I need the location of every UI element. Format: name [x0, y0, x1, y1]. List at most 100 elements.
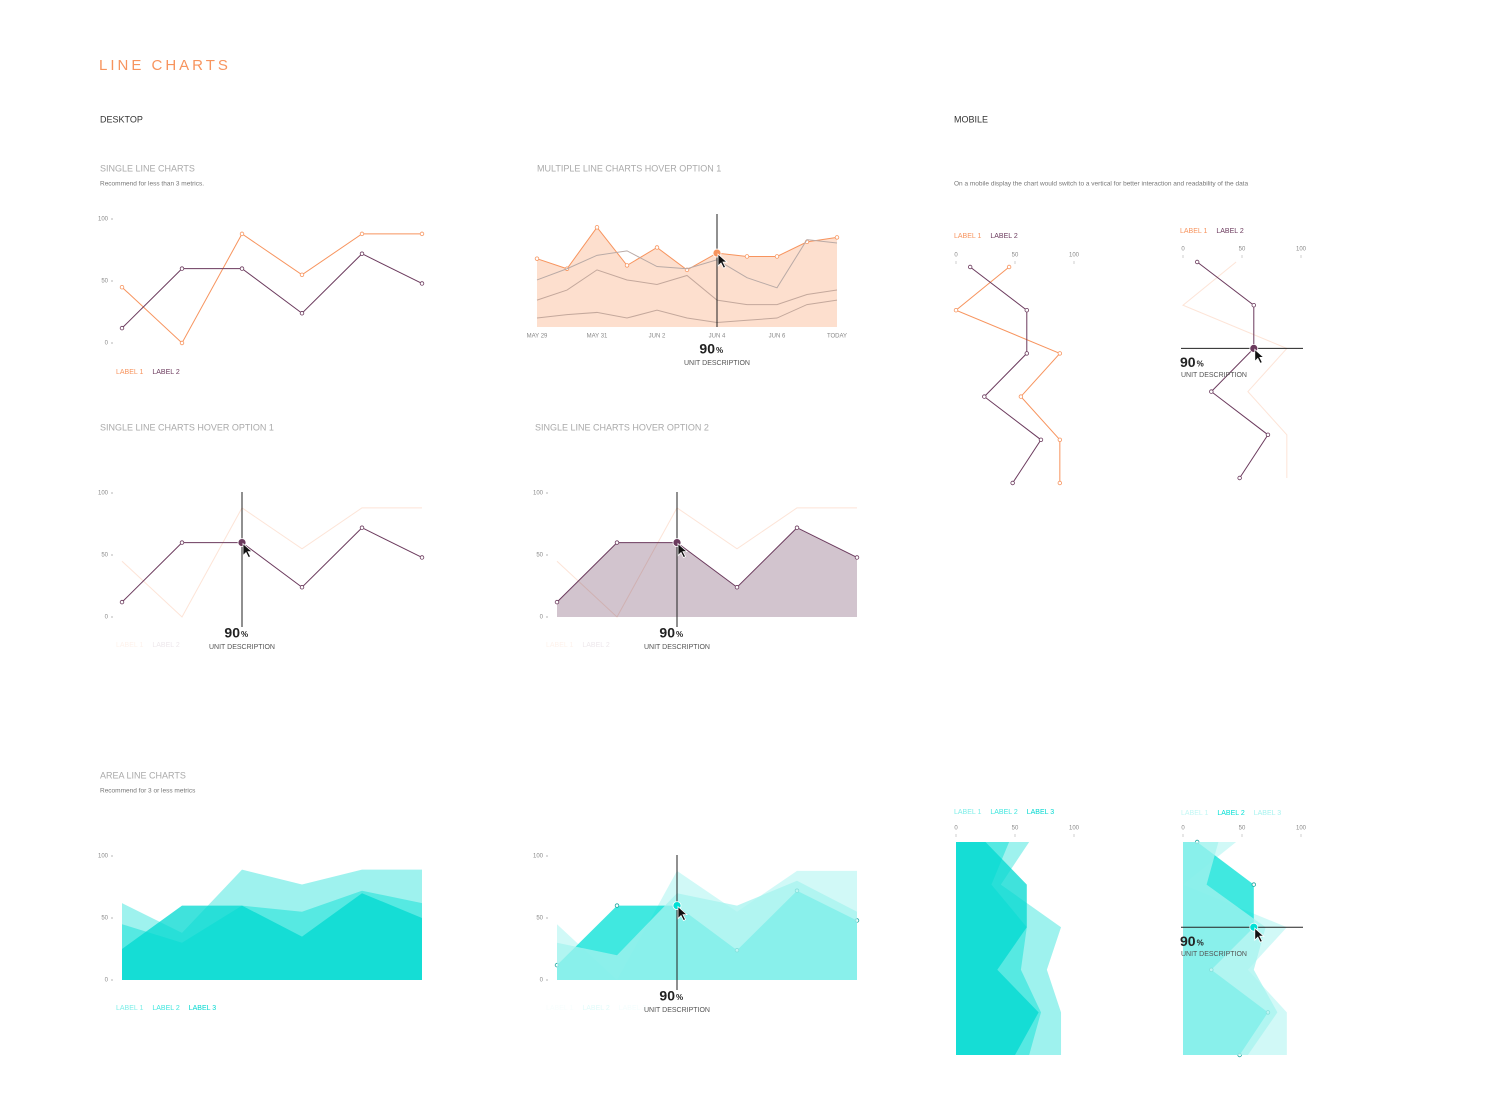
point [419, 231, 425, 237]
point [179, 540, 185, 545]
x-tick-label: MAY 29 [527, 334, 548, 340]
legend-label: LABEL 2 [152, 369, 179, 376]
point [953, 308, 959, 313]
legend-label: LABEL 1 [954, 809, 981, 816]
line [969, 266, 1042, 484]
hover-value: 90 [659, 625, 675, 641]
point [1024, 351, 1029, 356]
chart-subtitle: Recommend for 3 or less metrics [100, 788, 196, 795]
point [1265, 432, 1271, 437]
point [534, 256, 540, 261]
point [239, 266, 245, 271]
section-title: MOBILE [954, 114, 988, 124]
x-tick-label: 0 [954, 253, 958, 259]
line [1182, 261, 1288, 478]
hover-value: 90 [1180, 354, 1196, 370]
y-tick-label: 50 [101, 553, 108, 559]
point [359, 231, 365, 237]
point [119, 325, 125, 331]
area [537, 227, 837, 327]
chart-title: SINGLE LINE CHARTS [100, 163, 195, 173]
point [624, 263, 630, 268]
x-tick-label: TODAY [827, 334, 847, 340]
line [121, 253, 423, 329]
legend-label: LABEL 2 [990, 809, 1017, 816]
chart-title: AREA LINE CHARTS [100, 770, 186, 780]
point [774, 254, 780, 259]
page-title: LINE CHARTS [99, 57, 231, 74]
area [557, 880, 857, 980]
x-tick-label: 100 [1296, 826, 1307, 832]
point [614, 903, 620, 908]
point [119, 599, 125, 605]
legend-label: LABEL 3 [619, 1005, 646, 1012]
legend-label: LABEL 1 [546, 642, 573, 649]
point [794, 525, 800, 530]
hover-description: UNIT DESCRIPTION [209, 644, 275, 651]
line [1196, 261, 1269, 479]
hover-description: UNIT DESCRIPTION [1181, 372, 1247, 379]
legend-label: LABEL 1 [116, 369, 143, 376]
y-tick-label: 100 [98, 854, 109, 860]
hover-unit: % [241, 630, 248, 639]
point [239, 231, 245, 237]
chart-title: SINGLE LINE CHARTS HOVER OPTION 1 [100, 422, 274, 432]
point [614, 540, 620, 545]
cursor [677, 542, 689, 559]
line [536, 299, 838, 324]
y-tick-label: 100 [98, 491, 109, 497]
legend-label: LABEL 2 [152, 1005, 179, 1012]
hover-unit: % [676, 630, 683, 639]
legend-label: LABEL 2 [1216, 228, 1243, 235]
point [1251, 882, 1256, 887]
line [121, 507, 422, 618]
point [982, 394, 987, 399]
x-tick-label: JUN 2 [649, 334, 666, 340]
legend-label: LABEL 3 [1254, 810, 1281, 817]
point [359, 251, 365, 256]
area [122, 893, 422, 980]
cursor [1254, 348, 1265, 364]
y-tick-label: 0 [105, 341, 109, 347]
point [419, 281, 425, 286]
legend-label: LABEL 1 [1181, 810, 1208, 817]
y-tick-label: 100 [533, 491, 544, 497]
area [1183, 842, 1278, 1055]
y-tick-label: 100 [533, 854, 544, 860]
point [119, 285, 125, 290]
point [834, 235, 840, 240]
y-tick-label: 50 [101, 279, 108, 285]
line [536, 239, 838, 289]
line [556, 507, 857, 618]
hover-unit: % [1197, 938, 1204, 947]
x-tick-label: 50 [1012, 826, 1019, 832]
hover-value: 90 [699, 341, 715, 357]
legend-label: LABEL 2 [152, 642, 179, 649]
legend-label: LABEL 2 [990, 233, 1017, 240]
line [556, 527, 858, 603]
hover-value: 90 [659, 988, 675, 1004]
x-tick-label: 50 [1239, 247, 1246, 253]
hover-description: UNIT DESCRIPTION [1181, 951, 1247, 958]
legend-label: LABEL 2 [582, 642, 609, 649]
x-tick-label: 0 [1181, 826, 1185, 832]
cursor [1254, 927, 1265, 943]
point [1057, 437, 1063, 442]
y-tick-label: 0 [540, 978, 544, 984]
legend-label: LABEL 2 [1217, 810, 1244, 817]
point [1057, 480, 1063, 486]
y-tick-label: 50 [536, 916, 543, 922]
point [654, 245, 660, 250]
point [1038, 437, 1044, 442]
chart-title: SINGLE LINE CHARTS HOVER OPTION 2 [535, 422, 709, 432]
x-tick-label: JUN 4 [709, 334, 726, 340]
point [419, 555, 425, 560]
y-tick-label: 50 [101, 916, 108, 922]
point [967, 264, 973, 270]
x-tick-label: 100 [1296, 247, 1307, 253]
point [299, 585, 305, 590]
point [359, 525, 365, 530]
chart-subtitle: Recommend for less than 3 metrics. [100, 181, 204, 188]
point [1010, 480, 1015, 486]
